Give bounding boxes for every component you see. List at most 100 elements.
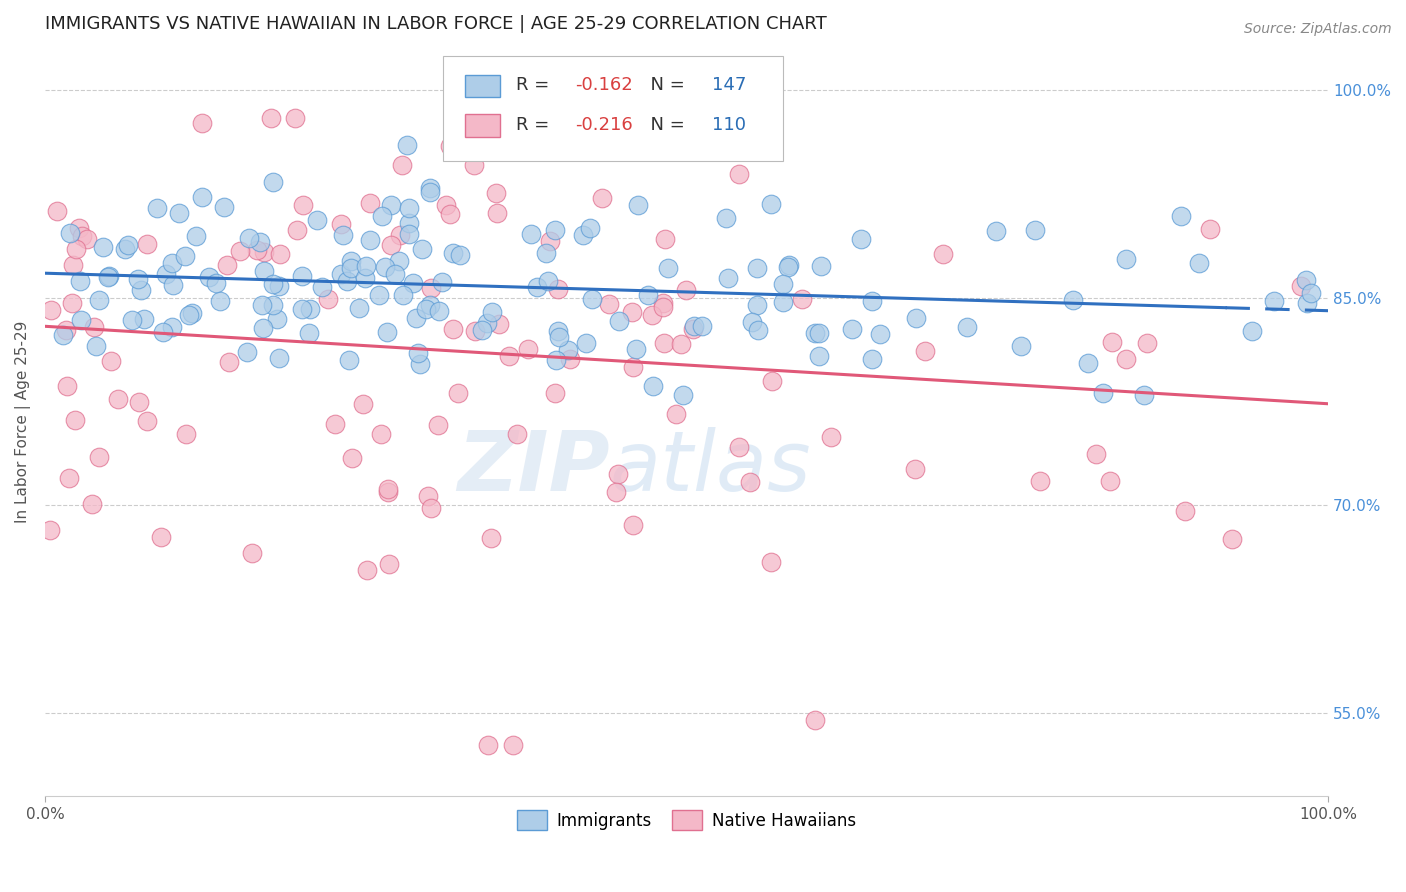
Point	[291, 269, 314, 284]
Point	[59, 226, 82, 240]
Point	[772, 277, 794, 291]
Point	[575, 335, 598, 350]
Point	[727, 440, 749, 454]
Point	[398, 201, 420, 215]
Point	[547, 324, 569, 338]
Legend: Immigrants, Native Hawaiians: Immigrants, Native Hawaiians	[510, 804, 863, 837]
Point	[100, 354, 122, 368]
Point	[375, 325, 398, 339]
Point	[682, 318, 704, 333]
Point	[747, 261, 769, 276]
Point	[173, 249, 195, 263]
Point	[191, 190, 214, 204]
Point	[197, 269, 219, 284]
Point	[65, 242, 87, 256]
Point	[1296, 296, 1319, 310]
Point	[1028, 475, 1050, 489]
Point	[420, 501, 443, 516]
Point	[292, 197, 315, 211]
Point	[443, 246, 465, 260]
Point	[391, 158, 413, 172]
Point	[479, 531, 502, 545]
Point	[544, 353, 567, 368]
Point	[486, 206, 509, 220]
Point	[135, 414, 157, 428]
FancyBboxPatch shape	[464, 75, 501, 97]
Point	[55, 323, 77, 337]
Point	[807, 349, 830, 363]
Point	[250, 298, 273, 312]
Point	[359, 233, 381, 247]
Point	[714, 211, 737, 225]
Point	[606, 467, 628, 481]
Point	[128, 272, 150, 286]
Point	[419, 180, 441, 194]
Point	[598, 297, 620, 311]
Point	[637, 288, 659, 302]
Point	[741, 315, 763, 329]
Point	[349, 301, 371, 315]
Point	[284, 111, 307, 125]
Point	[745, 298, 768, 312]
Point	[914, 344, 936, 359]
Point	[229, 244, 252, 259]
Point	[405, 311, 427, 326]
Point	[488, 317, 510, 331]
Point	[740, 475, 762, 490]
Point	[39, 523, 62, 537]
Point	[97, 270, 120, 285]
Text: 147: 147	[713, 76, 747, 94]
Point	[517, 342, 540, 356]
Point	[449, 247, 471, 261]
Point	[759, 197, 782, 211]
Point	[160, 319, 183, 334]
Point	[1132, 388, 1154, 402]
Point	[62, 258, 84, 272]
Point	[419, 185, 441, 199]
Point	[65, 413, 87, 427]
Point	[352, 397, 374, 411]
Point	[307, 213, 329, 227]
Point	[776, 260, 799, 275]
Point	[1092, 385, 1115, 400]
Point	[340, 450, 363, 465]
Point	[91, 240, 114, 254]
Point	[218, 354, 240, 368]
Point	[1263, 294, 1285, 309]
Point	[323, 417, 346, 431]
Point	[146, 202, 169, 216]
Point	[52, 328, 75, 343]
Point	[215, 258, 238, 272]
Point	[778, 258, 800, 272]
Point	[298, 326, 321, 340]
Point	[238, 231, 260, 245]
Point	[152, 325, 174, 339]
Point	[690, 318, 713, 333]
Point	[1098, 474, 1121, 488]
Point	[932, 247, 955, 261]
Point	[267, 279, 290, 293]
Point	[1174, 504, 1197, 518]
Point	[56, 379, 79, 393]
Point	[1062, 293, 1084, 308]
Point	[135, 236, 157, 251]
Point	[117, 238, 139, 252]
Point	[1024, 223, 1046, 237]
Point	[609, 314, 631, 328]
FancyBboxPatch shape	[443, 56, 783, 161]
Point	[1115, 252, 1137, 267]
Point	[121, 313, 143, 327]
Point	[558, 352, 581, 367]
Point	[416, 489, 439, 503]
Point	[384, 268, 406, 282]
Point	[904, 311, 927, 326]
Point	[392, 288, 415, 302]
Point	[544, 223, 567, 237]
Point	[190, 116, 212, 130]
Point	[150, 530, 173, 544]
Point	[246, 243, 269, 257]
Point	[1101, 334, 1123, 349]
Point	[114, 242, 136, 256]
Point	[904, 462, 927, 476]
Point	[572, 228, 595, 243]
